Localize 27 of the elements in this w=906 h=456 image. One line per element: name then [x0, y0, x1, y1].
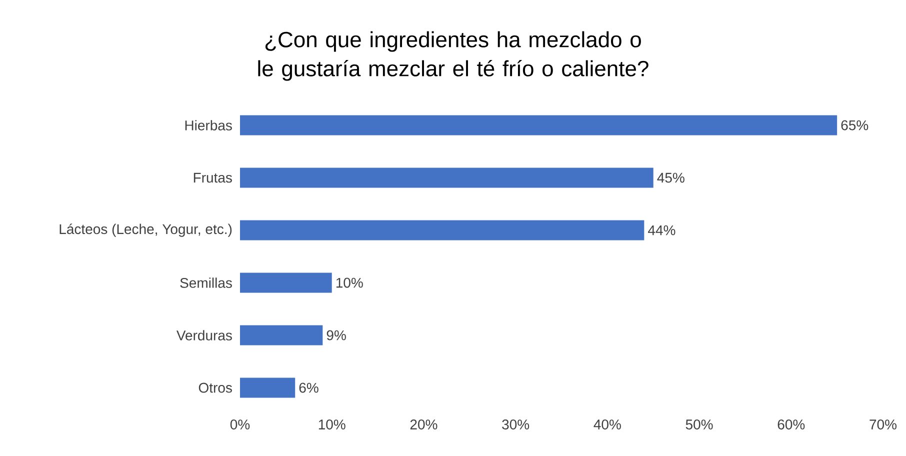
data-label: 9% [326, 330, 346, 340]
x-tick-label: 50% [686, 420, 713, 430]
x-tick-label: 30% [502, 420, 530, 430]
chart-title: ¿Con que ingredientes ha mezclado o le gustaría mezclar el té frío o caliente? [258, 31, 648, 81]
x-tick-label: 60% [778, 420, 805, 430]
x-tick-label: 20% [410, 420, 438, 430]
bar [240, 220, 644, 240]
x-tick-label: 10% [318, 420, 346, 430]
y-tick-label: Frutas [194, 172, 232, 183]
y-tick-label: Hierbas [185, 120, 232, 130]
bar [240, 325, 323, 346]
data-label: 6% [299, 382, 318, 393]
bar [240, 168, 654, 188]
y-tick-label: Semillas [180, 278, 232, 288]
y-tick-label: Lácteos (Leche, Yogur, etc.) [60, 224, 232, 237]
y-tick-label: Otros [198, 382, 232, 393]
bar [240, 115, 838, 136]
x-tick-label: 0% [230, 420, 250, 430]
bar [240, 272, 332, 293]
x-tick-label: 40% [594, 420, 621, 430]
bar [240, 378, 296, 398]
y-tick-label: Verduras [176, 330, 232, 340]
data-label: 44% [648, 225, 676, 236]
data-label: 65% [841, 120, 868, 130]
data-label: 10% [336, 278, 363, 288]
x-tick-label: 70% [870, 420, 897, 430]
data-label: 45% [657, 172, 684, 183]
